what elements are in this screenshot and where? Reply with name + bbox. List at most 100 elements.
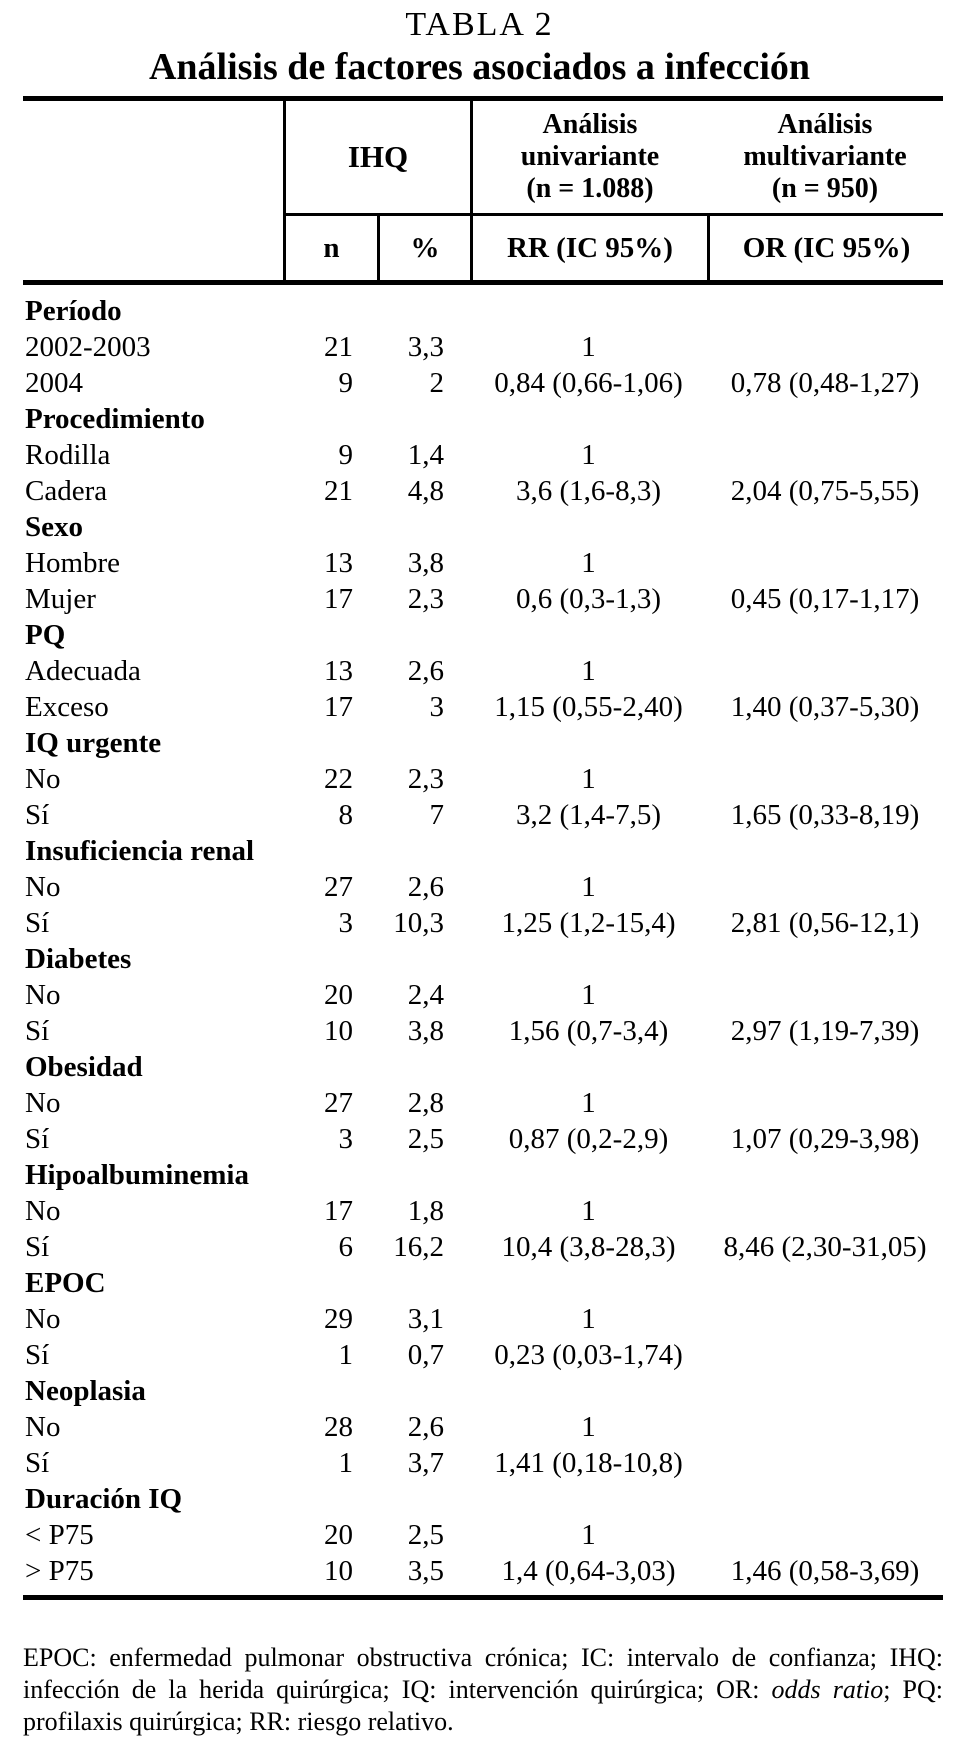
cell-rr bbox=[470, 617, 707, 653]
row-label: Diabetes bbox=[25, 943, 132, 975]
cell-n: 17 bbox=[324, 1195, 353, 1227]
header-or-ic95: OR (IC 95%) bbox=[707, 216, 943, 280]
cell-n: 3 bbox=[338, 1123, 354, 1155]
cell-percent bbox=[377, 1373, 470, 1409]
row-label: Mujer bbox=[25, 583, 96, 615]
cell-n: 21 bbox=[324, 331, 353, 363]
cell-n: 3 bbox=[338, 907, 354, 939]
cell-rr: 1 bbox=[581, 1087, 596, 1119]
cell-percent: 3,3 bbox=[407, 331, 444, 363]
cell-rr: 10,4 (3,8-28,3) bbox=[501, 1231, 676, 1263]
cell-n: 17 bbox=[324, 691, 353, 723]
cell-or bbox=[707, 1301, 943, 1337]
table-row: Hombre 13 3,8 1 bbox=[23, 545, 943, 581]
cell-rr bbox=[470, 1481, 707, 1517]
cell-or: 0,45 (0,17-1,17) bbox=[730, 583, 920, 615]
header-analisis-multivariante: Análisis multivariante (n = 950) bbox=[707, 101, 943, 216]
cell-or bbox=[707, 1265, 943, 1301]
cell-or bbox=[707, 725, 943, 761]
row-label: No bbox=[25, 763, 61, 795]
cell-rr bbox=[470, 401, 707, 437]
header-multivariante-line3: (n = 950) bbox=[771, 173, 879, 204]
cell-percent: 16,2 bbox=[393, 1231, 444, 1263]
header-multivariante-line2: multivariante bbox=[743, 141, 907, 172]
row-label: EPOC bbox=[25, 1267, 106, 1299]
cell-n: 6 bbox=[338, 1231, 354, 1263]
cell-rr bbox=[470, 1157, 707, 1193]
header-multivariante-line1: Análisis bbox=[777, 109, 873, 140]
table-title: Análisis de factores asociados a infecci… bbox=[148, 46, 811, 88]
cell-n: 1 bbox=[338, 1339, 354, 1371]
cell-rr: 1 bbox=[581, 763, 596, 795]
cell-n: 9 bbox=[338, 439, 354, 471]
table-row: < P75 20 2,5 1 bbox=[23, 1517, 943, 1553]
row-label: Neoplasia bbox=[25, 1375, 146, 1407]
cell-n bbox=[283, 1265, 377, 1301]
cell-or: 1,46 (0,58-3,69) bbox=[730, 1555, 920, 1587]
cell-percent bbox=[377, 1049, 470, 1085]
cell-n: 13 bbox=[324, 655, 353, 687]
table-row: Insuficiencia renal bbox=[23, 833, 943, 869]
footnote-italic-segment: odds ratio bbox=[771, 1675, 884, 1704]
table-row: Sí 10 3,8 1,56 (0,7-3,4) 2,97 (1,19-7,39… bbox=[23, 1013, 943, 1049]
cell-rr: 3,2 (1,4-7,5) bbox=[516, 799, 661, 831]
row-label: Sí bbox=[25, 1447, 50, 1479]
cell-percent: 1,4 bbox=[407, 439, 444, 471]
cell-n: 20 bbox=[324, 1519, 353, 1551]
row-label: No bbox=[25, 871, 61, 903]
cell-percent bbox=[377, 509, 470, 545]
cell-n: 9 bbox=[338, 367, 354, 399]
cell-or bbox=[707, 545, 943, 581]
table-row: Adecuada 13 2,6 1 bbox=[23, 653, 943, 689]
cell-rr: 1 bbox=[581, 1411, 596, 1443]
cell-n: 8 bbox=[338, 799, 354, 831]
cell-or bbox=[707, 329, 943, 365]
table-body: Período 2002-2003 21 3,3 1 2004 9 2 0,84… bbox=[23, 285, 943, 1589]
cell-rr: 1 bbox=[581, 547, 596, 579]
cell-percent bbox=[377, 833, 470, 869]
cell-n bbox=[283, 617, 377, 653]
table-row: No 29 3,1 1 bbox=[23, 1301, 943, 1337]
cell-percent: 2 bbox=[429, 367, 445, 399]
cell-rr: 1 bbox=[581, 1195, 596, 1227]
table-bottom-rule bbox=[23, 1595, 943, 1600]
cell-percent: 2,6 bbox=[407, 1411, 444, 1443]
row-label: Sexo bbox=[25, 511, 83, 543]
header-ihq: IHQ bbox=[283, 101, 470, 216]
table-row: No 17 1,8 1 bbox=[23, 1193, 943, 1229]
cell-percent: 2,5 bbox=[407, 1123, 444, 1155]
cell-percent: 2,6 bbox=[407, 871, 444, 903]
row-label: Período bbox=[25, 295, 122, 327]
row-label: Sí bbox=[25, 1123, 50, 1155]
row-label: Cadera bbox=[25, 475, 108, 507]
cell-or bbox=[707, 293, 943, 329]
cell-rr: 1,25 (1,2-15,4) bbox=[501, 907, 676, 939]
header-univariante-line2: univariante bbox=[520, 141, 660, 172]
cell-percent bbox=[377, 725, 470, 761]
table-row: Diabetes bbox=[23, 941, 943, 977]
cell-n: 1 bbox=[338, 1447, 354, 1479]
row-label: > P75 bbox=[25, 1555, 94, 1587]
table-row: 2002-2003 21 3,3 1 bbox=[23, 329, 943, 365]
header-n: n bbox=[283, 216, 377, 280]
cell-n bbox=[283, 941, 377, 977]
cell-percent: 1,8 bbox=[407, 1195, 444, 1227]
row-label: < P75 bbox=[25, 1519, 94, 1551]
cell-rr: 3,6 (1,6-8,3) bbox=[516, 475, 661, 507]
cell-percent bbox=[377, 1157, 470, 1193]
cell-rr bbox=[470, 1373, 707, 1409]
table-row: No 27 2,6 1 bbox=[23, 869, 943, 905]
cell-or: 2,81 (0,56-12,1) bbox=[730, 907, 920, 939]
header-univariante-line1: Análisis bbox=[542, 109, 638, 140]
cell-or: 8,46 (2,30-31,05) bbox=[723, 1231, 927, 1263]
cell-n bbox=[283, 401, 377, 437]
cell-rr bbox=[470, 833, 707, 869]
cell-percent: 0,7 bbox=[407, 1339, 444, 1371]
cell-rr: 1,4 (0,64-3,03) bbox=[501, 1555, 676, 1587]
cell-n bbox=[283, 1481, 377, 1517]
cell-percent bbox=[377, 617, 470, 653]
cell-rr bbox=[470, 293, 707, 329]
cell-or bbox=[707, 617, 943, 653]
cell-n: 28 bbox=[324, 1411, 353, 1443]
